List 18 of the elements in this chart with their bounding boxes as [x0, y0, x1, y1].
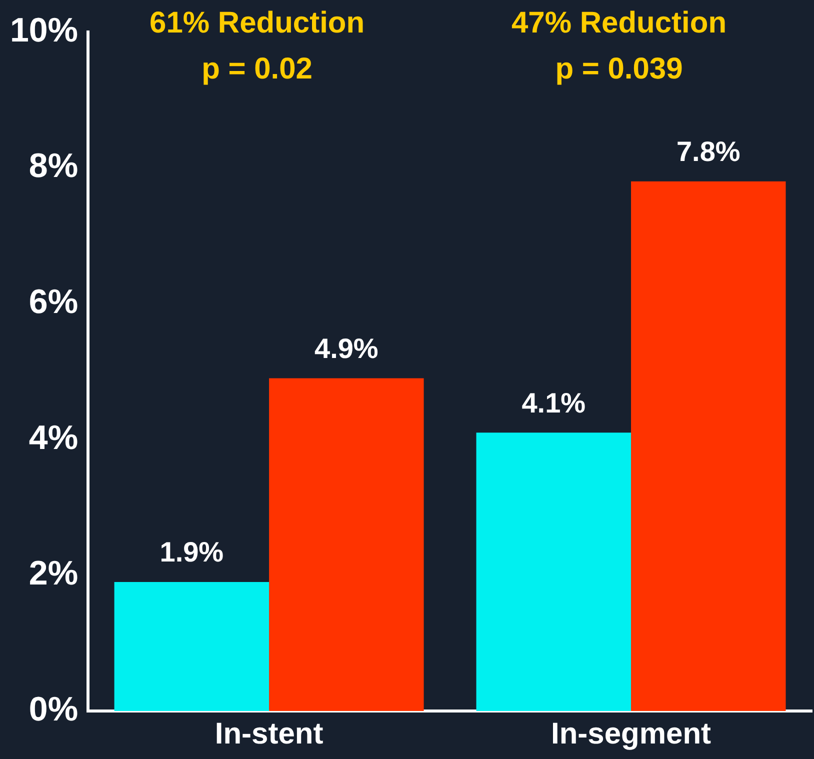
- bar: [114, 582, 270, 711]
- y-tick-label: 4%: [28, 418, 78, 457]
- bar: [269, 378, 424, 711]
- x-tick-label: In-stent: [214, 717, 324, 750]
- data-label: 4.9%: [314, 333, 378, 364]
- y-tick-label: 6%: [28, 282, 78, 321]
- y-tick-label: 0%: [28, 690, 78, 728]
- y-tick-label: 2%: [28, 554, 78, 593]
- y-tick-label: 8%: [28, 147, 78, 186]
- bar: [631, 181, 786, 711]
- annotation: 61% Reduction p = 0.02: [150, 6, 365, 86]
- bar: [476, 432, 632, 711]
- data-label: 7.8%: [676, 136, 740, 168]
- data-label: 4.1%: [522, 387, 586, 418]
- x-tick-label: In-segment: [550, 717, 712, 750]
- data-label: 1.9%: [160, 536, 224, 568]
- y-tick-label: 10%: [10, 11, 78, 50]
- annotation: 47% Reduction p = 0.039: [511, 6, 727, 86]
